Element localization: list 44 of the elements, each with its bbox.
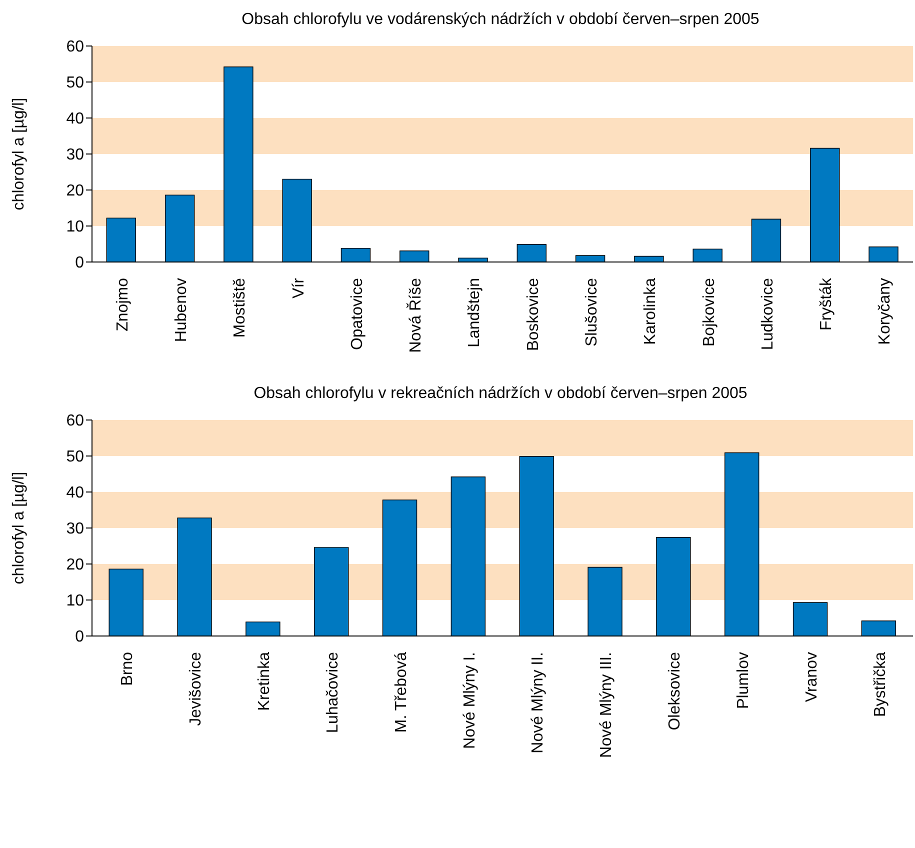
y-tick-label: 60 xyxy=(66,412,84,430)
x-tick-label: Ludkovice xyxy=(759,278,776,350)
y-axis-title: chlorofyl a [µg/l] xyxy=(10,472,28,584)
y-tick-label: 10 xyxy=(66,592,84,610)
x-tick-label: Opatovice xyxy=(348,278,366,350)
x-tick-label: Bystřička xyxy=(872,652,889,717)
y-tick-label: 60 xyxy=(66,38,84,56)
x-tick-label: Bojkovice xyxy=(700,278,718,346)
y-tick-label: 10 xyxy=(66,218,84,236)
y-tick-label: 50 xyxy=(66,74,84,92)
x-tick-label: Vranov xyxy=(803,652,820,702)
x-tick-label: Landštejn xyxy=(466,278,484,348)
x-tick-label: Brno xyxy=(119,652,136,686)
x-tick-label: Boskovice xyxy=(524,278,542,351)
x-tick-label: Nové Mlýny III. xyxy=(598,652,616,758)
x-tick-label: Slušovice xyxy=(583,278,600,346)
x-tick-label: Nové Mlýny II. xyxy=(530,652,547,754)
x-tick-label: Nová Říše xyxy=(406,278,425,353)
x-tick-label: Fryšták xyxy=(818,277,836,330)
chart-title: Obsah chlorofylu v rekreačních nádržích v období červen–srpen 2005 xyxy=(252,384,748,404)
x-tick-label: Vír xyxy=(290,277,308,298)
x-tick-label: M. Třebová xyxy=(392,652,410,733)
y-tick-label: 50 xyxy=(66,448,84,466)
y-tick-label: 40 xyxy=(66,110,84,128)
y-tick-label: 40 xyxy=(66,484,84,502)
y-tick-label: 20 xyxy=(66,182,84,200)
x-tick-label: Koryčany xyxy=(876,278,894,345)
x-tick-label: Znojmo xyxy=(114,278,132,332)
x-tick-label: Plumlov xyxy=(734,652,752,709)
chart-title: Obsah chlorofylu ve vodárenských nádržích v období červen–srpen 2005 xyxy=(240,10,760,30)
y-tick-label: 30 xyxy=(66,146,84,164)
x-tick-label: Jevišovice xyxy=(188,652,205,726)
y-tick-label: 0 xyxy=(75,628,84,646)
y-tick-label: 20 xyxy=(66,556,84,574)
y-axis-title: chlorofyl a [µg/l] xyxy=(10,98,28,210)
x-tick-label: Oleksovice xyxy=(666,652,684,730)
x-tick-label: Hubenov xyxy=(172,278,190,342)
x-tick-label: Kretinka xyxy=(256,652,274,711)
y-tick-label: 0 xyxy=(75,254,84,272)
x-tick-label: Luhačovice xyxy=(324,652,342,733)
y-tick-label: 30 xyxy=(66,520,84,538)
x-tick-label: Nové Mlýny I. xyxy=(461,652,478,749)
x-tick-label: Mostiště xyxy=(232,278,249,338)
x-tick-label: Karolinka xyxy=(642,278,660,345)
